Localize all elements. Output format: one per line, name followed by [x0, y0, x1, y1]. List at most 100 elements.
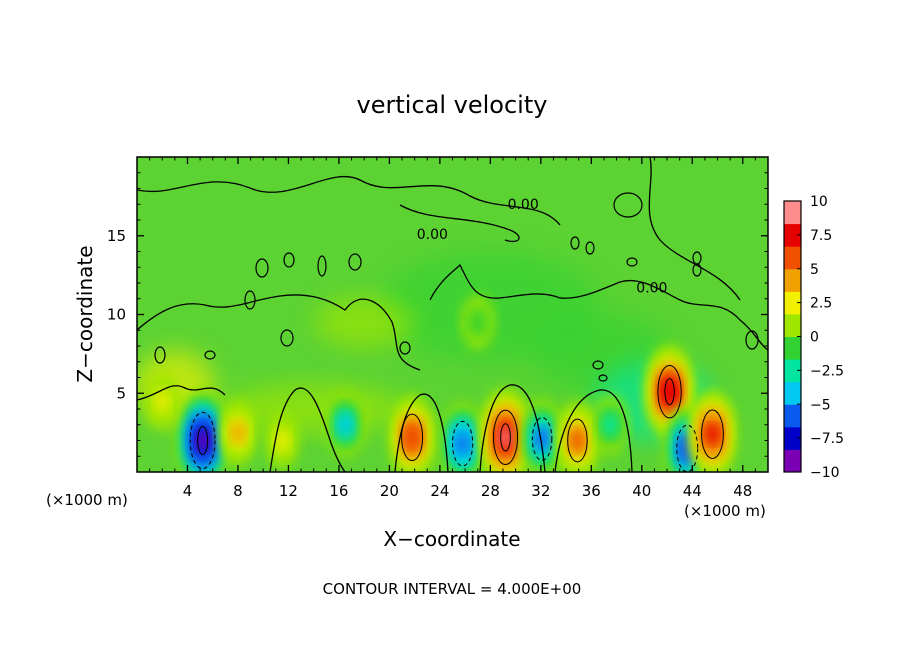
velocity-cell [479, 388, 532, 472]
cell-contour [500, 423, 511, 452]
plot-area: 0.00 0.00 0.00 [136, 156, 769, 473]
contour-loop [399, 341, 411, 355]
cell-contour [567, 418, 588, 463]
cell-contour [657, 365, 682, 419]
contour-interval-footer: CONTOUR INTERVAL = 4.000E+00 [323, 580, 582, 598]
x-tick-label: 28 [481, 482, 500, 500]
colorbar-segment [784, 268, 801, 292]
y-tick-label: 10 [107, 306, 126, 324]
contour-loop [204, 350, 216, 360]
x-tick-label: 44 [683, 482, 702, 500]
zero-contour [137, 294, 421, 371]
zero-contour [429, 263, 561, 301]
contour-loop [317, 255, 327, 277]
colorbar-label: 2.5 [810, 296, 832, 312]
contour-loop [283, 252, 295, 268]
velocity-cell [265, 412, 299, 469]
contour-loop [692, 263, 702, 277]
x-tick-label: 20 [380, 482, 399, 500]
colorbar-segment [784, 404, 801, 428]
colorbar-segment [784, 449, 801, 473]
contour-label: 0.00 [636, 280, 667, 296]
contour-loop [570, 236, 580, 250]
contour-loop [280, 329, 294, 347]
cell-contour [531, 417, 553, 461]
velocity-cell [688, 389, 737, 472]
contour-labels: 0.00 0.00 0.00 [417, 197, 668, 296]
colorbar-segment [784, 313, 801, 337]
x-tick-label: 32 [531, 482, 550, 500]
zero-contour [137, 385, 226, 401]
colorbar-segment [784, 291, 801, 315]
colorbar-segment [784, 223, 801, 247]
cell-contour [701, 409, 724, 459]
colorbar-label: 5 [810, 262, 819, 278]
x-tick-label: 12 [279, 482, 298, 500]
velocity-cell [219, 399, 257, 466]
zero-contour [137, 175, 561, 226]
colorbar-label: 10 [810, 194, 828, 210]
x-tick-label: 48 [733, 482, 752, 500]
cell-contour [492, 409, 519, 465]
contour-loop [585, 241, 595, 255]
colorbar-label: −2.5 [810, 363, 844, 379]
velocity-cell [555, 400, 600, 472]
y-axis-label: Z−coordinate [73, 245, 97, 382]
contour-loop [598, 374, 608, 382]
contour-lines [137, 157, 768, 472]
velocity-field [137, 251, 737, 472]
velocity-cell [461, 295, 494, 350]
contour-loop [613, 192, 643, 218]
zero-contour [399, 204, 520, 243]
colorbar-label: −10 [810, 465, 840, 481]
contour-loop [244, 290, 256, 310]
x-tick-label: 16 [329, 482, 348, 500]
x-tick-label: 36 [582, 482, 601, 500]
colorbar-segment [784, 336, 801, 360]
contour-loop [626, 257, 638, 267]
x-unit-right: (×1000 m) [684, 502, 766, 520]
x-tick-label: 24 [430, 482, 449, 500]
zero-contour [559, 280, 768, 351]
colorbar-label: 7.5 [810, 228, 832, 244]
colorbar-segment [784, 426, 801, 450]
contour-label: 0.00 [417, 227, 448, 243]
cell-contour [451, 420, 474, 467]
colorbar-label: −7.5 [810, 431, 844, 447]
cell-contour [664, 378, 675, 406]
contour-loop [255, 258, 269, 278]
zero-contour [648, 157, 741, 301]
x-unit-left: (×1000 m) [46, 491, 128, 509]
y-tick-label: 5 [116, 384, 126, 402]
cell-contour [197, 425, 209, 456]
cell-contour [676, 424, 699, 472]
x-tick-label: 4 [183, 482, 193, 500]
contour-loop [154, 346, 166, 364]
x-tick-label: 40 [632, 482, 651, 500]
colorbar-label: −5 [810, 397, 831, 413]
contour-loop [745, 330, 759, 350]
colorbar-segment [784, 246, 801, 270]
x-axis: 4 8 12 16 20 24 28 32 36 40 44 48 [149, 157, 756, 500]
y-tick-label: 15 [107, 227, 126, 245]
velocity-cell [145, 372, 180, 430]
colorbar-label: 0 [810, 330, 819, 346]
x-tick-label: 8 [233, 482, 243, 500]
zero-contour [394, 393, 449, 472]
field-region [314, 297, 415, 348]
cell-contour [401, 413, 424, 462]
y-axis: 5 10 15 [107, 172, 768, 457]
zero-contour [479, 384, 546, 472]
cell-contour [189, 411, 216, 470]
contour-loop [592, 360, 604, 370]
chart-title: vertical velocity [357, 91, 548, 119]
colorbar-segment [784, 381, 801, 405]
velocity-cell [326, 391, 365, 458]
contour-loop [348, 253, 362, 271]
zero-contour [554, 389, 633, 472]
colorbar: 10 7.5 5 2.5 0 −2.5 −5 −7.5 −10 [783, 194, 844, 481]
velocity-cell [592, 394, 628, 455]
zero-contour [269, 387, 346, 472]
contour-label: 0.00 [508, 197, 539, 213]
